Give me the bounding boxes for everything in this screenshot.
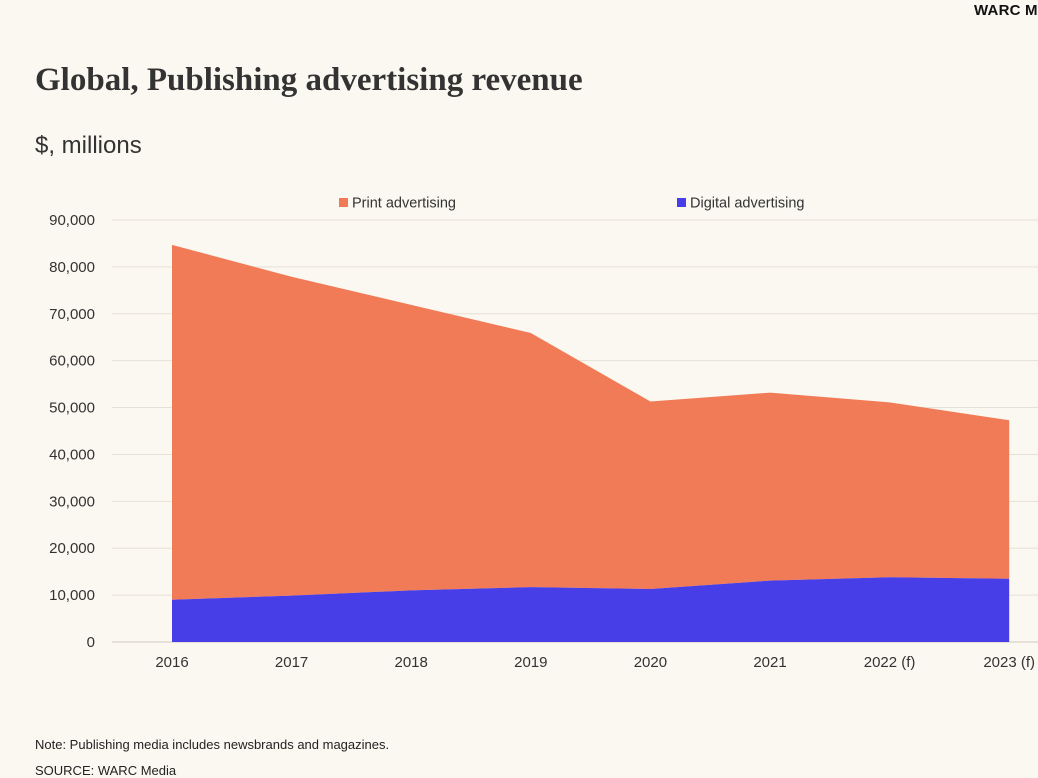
chart-note: Note: Publishing media includes newsbran…	[35, 737, 390, 752]
chart-source: SOURCE: WARC Media	[35, 763, 177, 778]
y-tick-label: 30,000	[49, 493, 95, 510]
y-tick-label: 60,000	[49, 353, 95, 370]
chart-title: Global, Publishing advertising revenue	[35, 62, 583, 98]
y-tick-label: 70,000	[49, 306, 95, 323]
brand-logo: WARC M	[974, 2, 1038, 19]
x-tick-label: 2021	[753, 654, 786, 671]
x-tick-label: 2023 (f)	[983, 654, 1035, 671]
y-tick-label: 40,000	[49, 446, 95, 463]
y-tick-label: 90,000	[49, 212, 95, 229]
y-tick-label: 50,000	[49, 400, 95, 417]
x-tick-label: 2022 (f)	[864, 654, 916, 671]
y-axis: 0 10,000 20,000 30,000 40,000 50,000 60,000 70,…	[49, 212, 95, 651]
chart-subtitle: $, millions	[35, 132, 142, 159]
x-tick-label: 2016	[155, 654, 188, 671]
legend-label: Print advertising	[352, 196, 456, 212]
x-tick-label: 2017	[275, 654, 308, 671]
legend: Print advertising Digital advertising	[339, 196, 804, 212]
y-tick-label: 80,000	[49, 259, 95, 276]
y-tick-label: 20,000	[49, 540, 95, 557]
legend-label: Digital advertising	[690, 196, 804, 212]
y-tick-label: 10,000	[49, 587, 95, 604]
x-tick-label: 2019	[514, 654, 547, 671]
legend-swatch	[677, 198, 686, 207]
area-chart: 0 10,000 20,000 30,000 40,000 50,000 60,000 70,…	[49, 196, 1038, 671]
x-tick-label: 2018	[395, 654, 428, 671]
legend-swatch	[339, 198, 348, 207]
x-axis: 2016 2017 2018 2019 2020 2021 2022 (f) 2023 (f)	[155, 654, 1035, 671]
print-advertising-area	[172, 244, 1010, 600]
x-tick-label: 2020	[634, 654, 667, 671]
digital-advertising-area	[172, 577, 1010, 642]
y-tick-label: 0	[87, 634, 95, 651]
stacked-areas	[172, 244, 1010, 642]
